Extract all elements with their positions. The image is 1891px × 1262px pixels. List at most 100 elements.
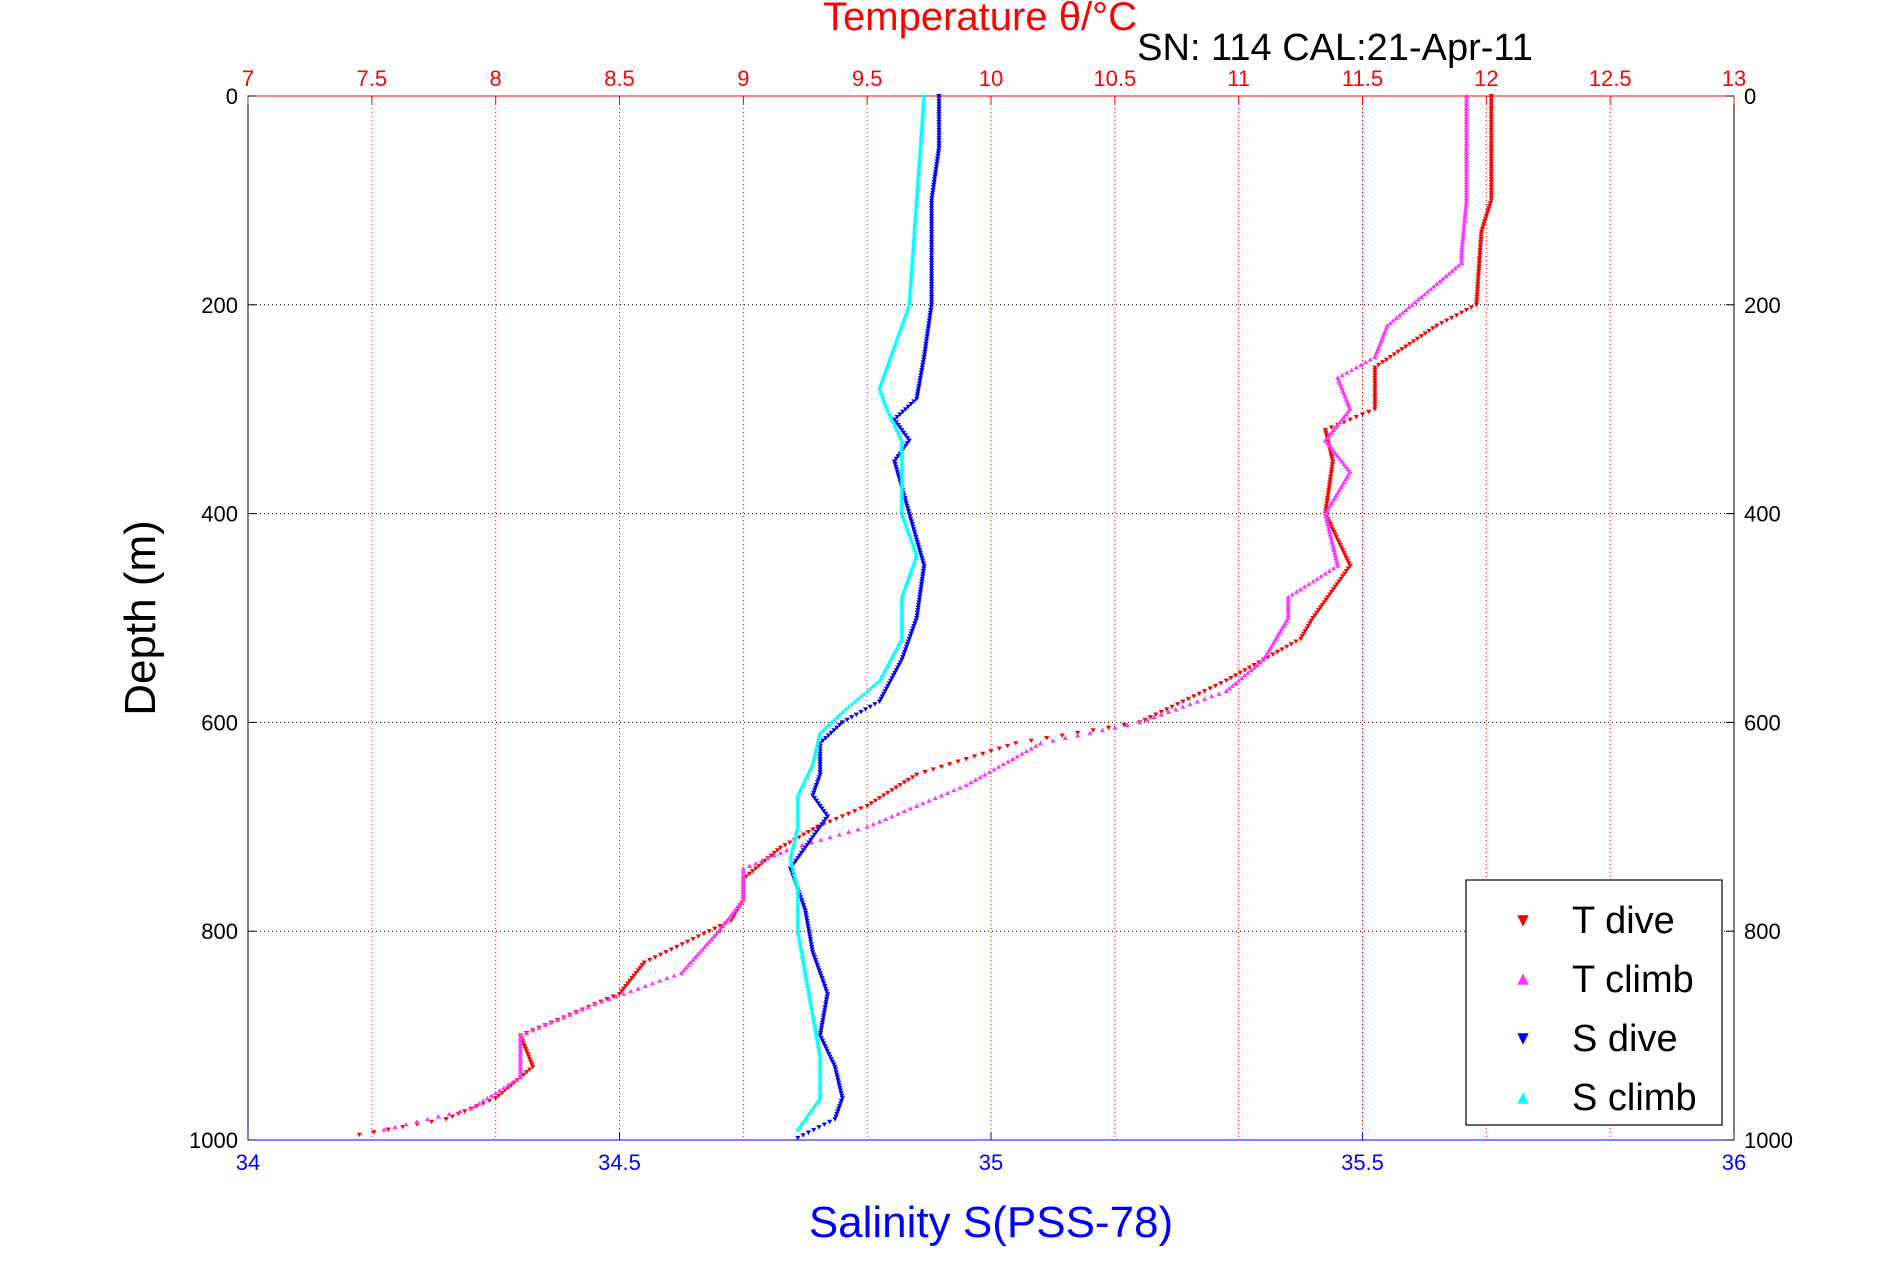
- data-point: [1340, 548, 1346, 553]
- tick-label-temperature: 12.5: [1589, 66, 1632, 91]
- data-point: [928, 279, 935, 284]
- data-point: [1463, 169, 1470, 174]
- data-point: [897, 425, 903, 430]
- data-point: [1297, 636, 1304, 642]
- data-point: [678, 970, 685, 975]
- data-point: [740, 897, 746, 902]
- data-point: [814, 963, 820, 968]
- data-point: [1333, 451, 1339, 456]
- data-point: [1353, 365, 1359, 370]
- data-point: [813, 798, 819, 804]
- data-point: [917, 145, 924, 151]
- tick-label-depth-left: 1000: [189, 1128, 238, 1153]
- data-point: [1343, 464, 1349, 469]
- data-point: [925, 326, 931, 331]
- data-point: [1336, 540, 1342, 545]
- data-point: [1173, 706, 1179, 712]
- data-point: [885, 683, 891, 689]
- data-point: [1418, 334, 1424, 339]
- tick-label-salinity: 36: [1722, 1150, 1746, 1175]
- data-point: [918, 137, 924, 143]
- data-point: [1285, 612, 1291, 618]
- data-point: [813, 1033, 819, 1038]
- data-point: [517, 1069, 524, 1075]
- data-point: [1209, 693, 1215, 699]
- data-point: [805, 830, 811, 835]
- data-point: [637, 965, 643, 971]
- data-point: [817, 772, 823, 777]
- data-point: [795, 816, 801, 821]
- data-point: [1330, 542, 1336, 547]
- data-point: [517, 1064, 524, 1069]
- data-point: [497, 1088, 503, 1093]
- data-point: [792, 873, 798, 879]
- data-point: [814, 1038, 820, 1043]
- data-point: [1488, 133, 1494, 138]
- data-point: [800, 1133, 806, 1138]
- data-point: [1366, 409, 1372, 415]
- data-point: [709, 936, 715, 942]
- tick-label-depth-right: 600: [1744, 710, 1781, 735]
- data-point: [819, 976, 825, 981]
- data-point: [845, 829, 852, 835]
- data-point: [795, 920, 801, 926]
- tick-label-depth-left: 200: [201, 293, 238, 318]
- data-point: [899, 443, 905, 448]
- data-point: [1473, 302, 1480, 308]
- data-point: [1463, 161, 1470, 166]
- data-point: [918, 140, 924, 145]
- data-point: [1174, 702, 1181, 707]
- data-point: [1474, 289, 1480, 295]
- data-point: [934, 156, 941, 162]
- data-point: [1345, 409, 1351, 414]
- data-point: [858, 806, 864, 811]
- data-point: [1285, 607, 1291, 613]
- data-point: [881, 793, 887, 798]
- data-point: [799, 900, 806, 905]
- data-point: [800, 960, 806, 965]
- data-point: [914, 803, 920, 808]
- data-point: [899, 474, 905, 480]
- data-point: [822, 984, 828, 989]
- data-point: [917, 375, 924, 381]
- data-point: [936, 146, 942, 151]
- data-point: [1463, 153, 1470, 159]
- data-point: [1228, 676, 1234, 681]
- data-point: [822, 1007, 828, 1012]
- data-point: [899, 657, 905, 663]
- data-point: [1488, 185, 1494, 190]
- legend-marker-s-dive-icon: ▾: [1517, 1024, 1529, 1050]
- data-point: [1487, 201, 1494, 206]
- data-point: [1462, 216, 1468, 221]
- data-point: [920, 360, 926, 365]
- data-point: [1059, 733, 1065, 738]
- data-point: [1461, 218, 1468, 224]
- data-point: [517, 1054, 524, 1059]
- data-point: [1362, 359, 1369, 365]
- data-point: [817, 762, 823, 767]
- data-point: [1293, 589, 1300, 594]
- data-point: [909, 260, 915, 266]
- data-point: [795, 905, 801, 910]
- data-point: [912, 216, 918, 221]
- data-point: [980, 751, 986, 757]
- data-point: [927, 313, 933, 318]
- data-point: [837, 1085, 843, 1091]
- data-point: [1326, 568, 1333, 574]
- data-point: [832, 1064, 838, 1070]
- data-point: [915, 542, 921, 548]
- data-point: [505, 1082, 511, 1088]
- data-point: [811, 1127, 817, 1133]
- data-point: [1462, 213, 1468, 219]
- data-point: [828, 1057, 834, 1062]
- data-point: [914, 195, 920, 200]
- data-point: [371, 1130, 377, 1135]
- data-point: [823, 986, 829, 992]
- data-point: [701, 931, 707, 937]
- data-point: [517, 1051, 524, 1056]
- data-point: [1461, 221, 1467, 226]
- data-point: [1462, 208, 1469, 213]
- tick-label-temperature: 10.5: [1093, 66, 1136, 91]
- data-point: [740, 887, 746, 892]
- data-point: [932, 174, 938, 180]
